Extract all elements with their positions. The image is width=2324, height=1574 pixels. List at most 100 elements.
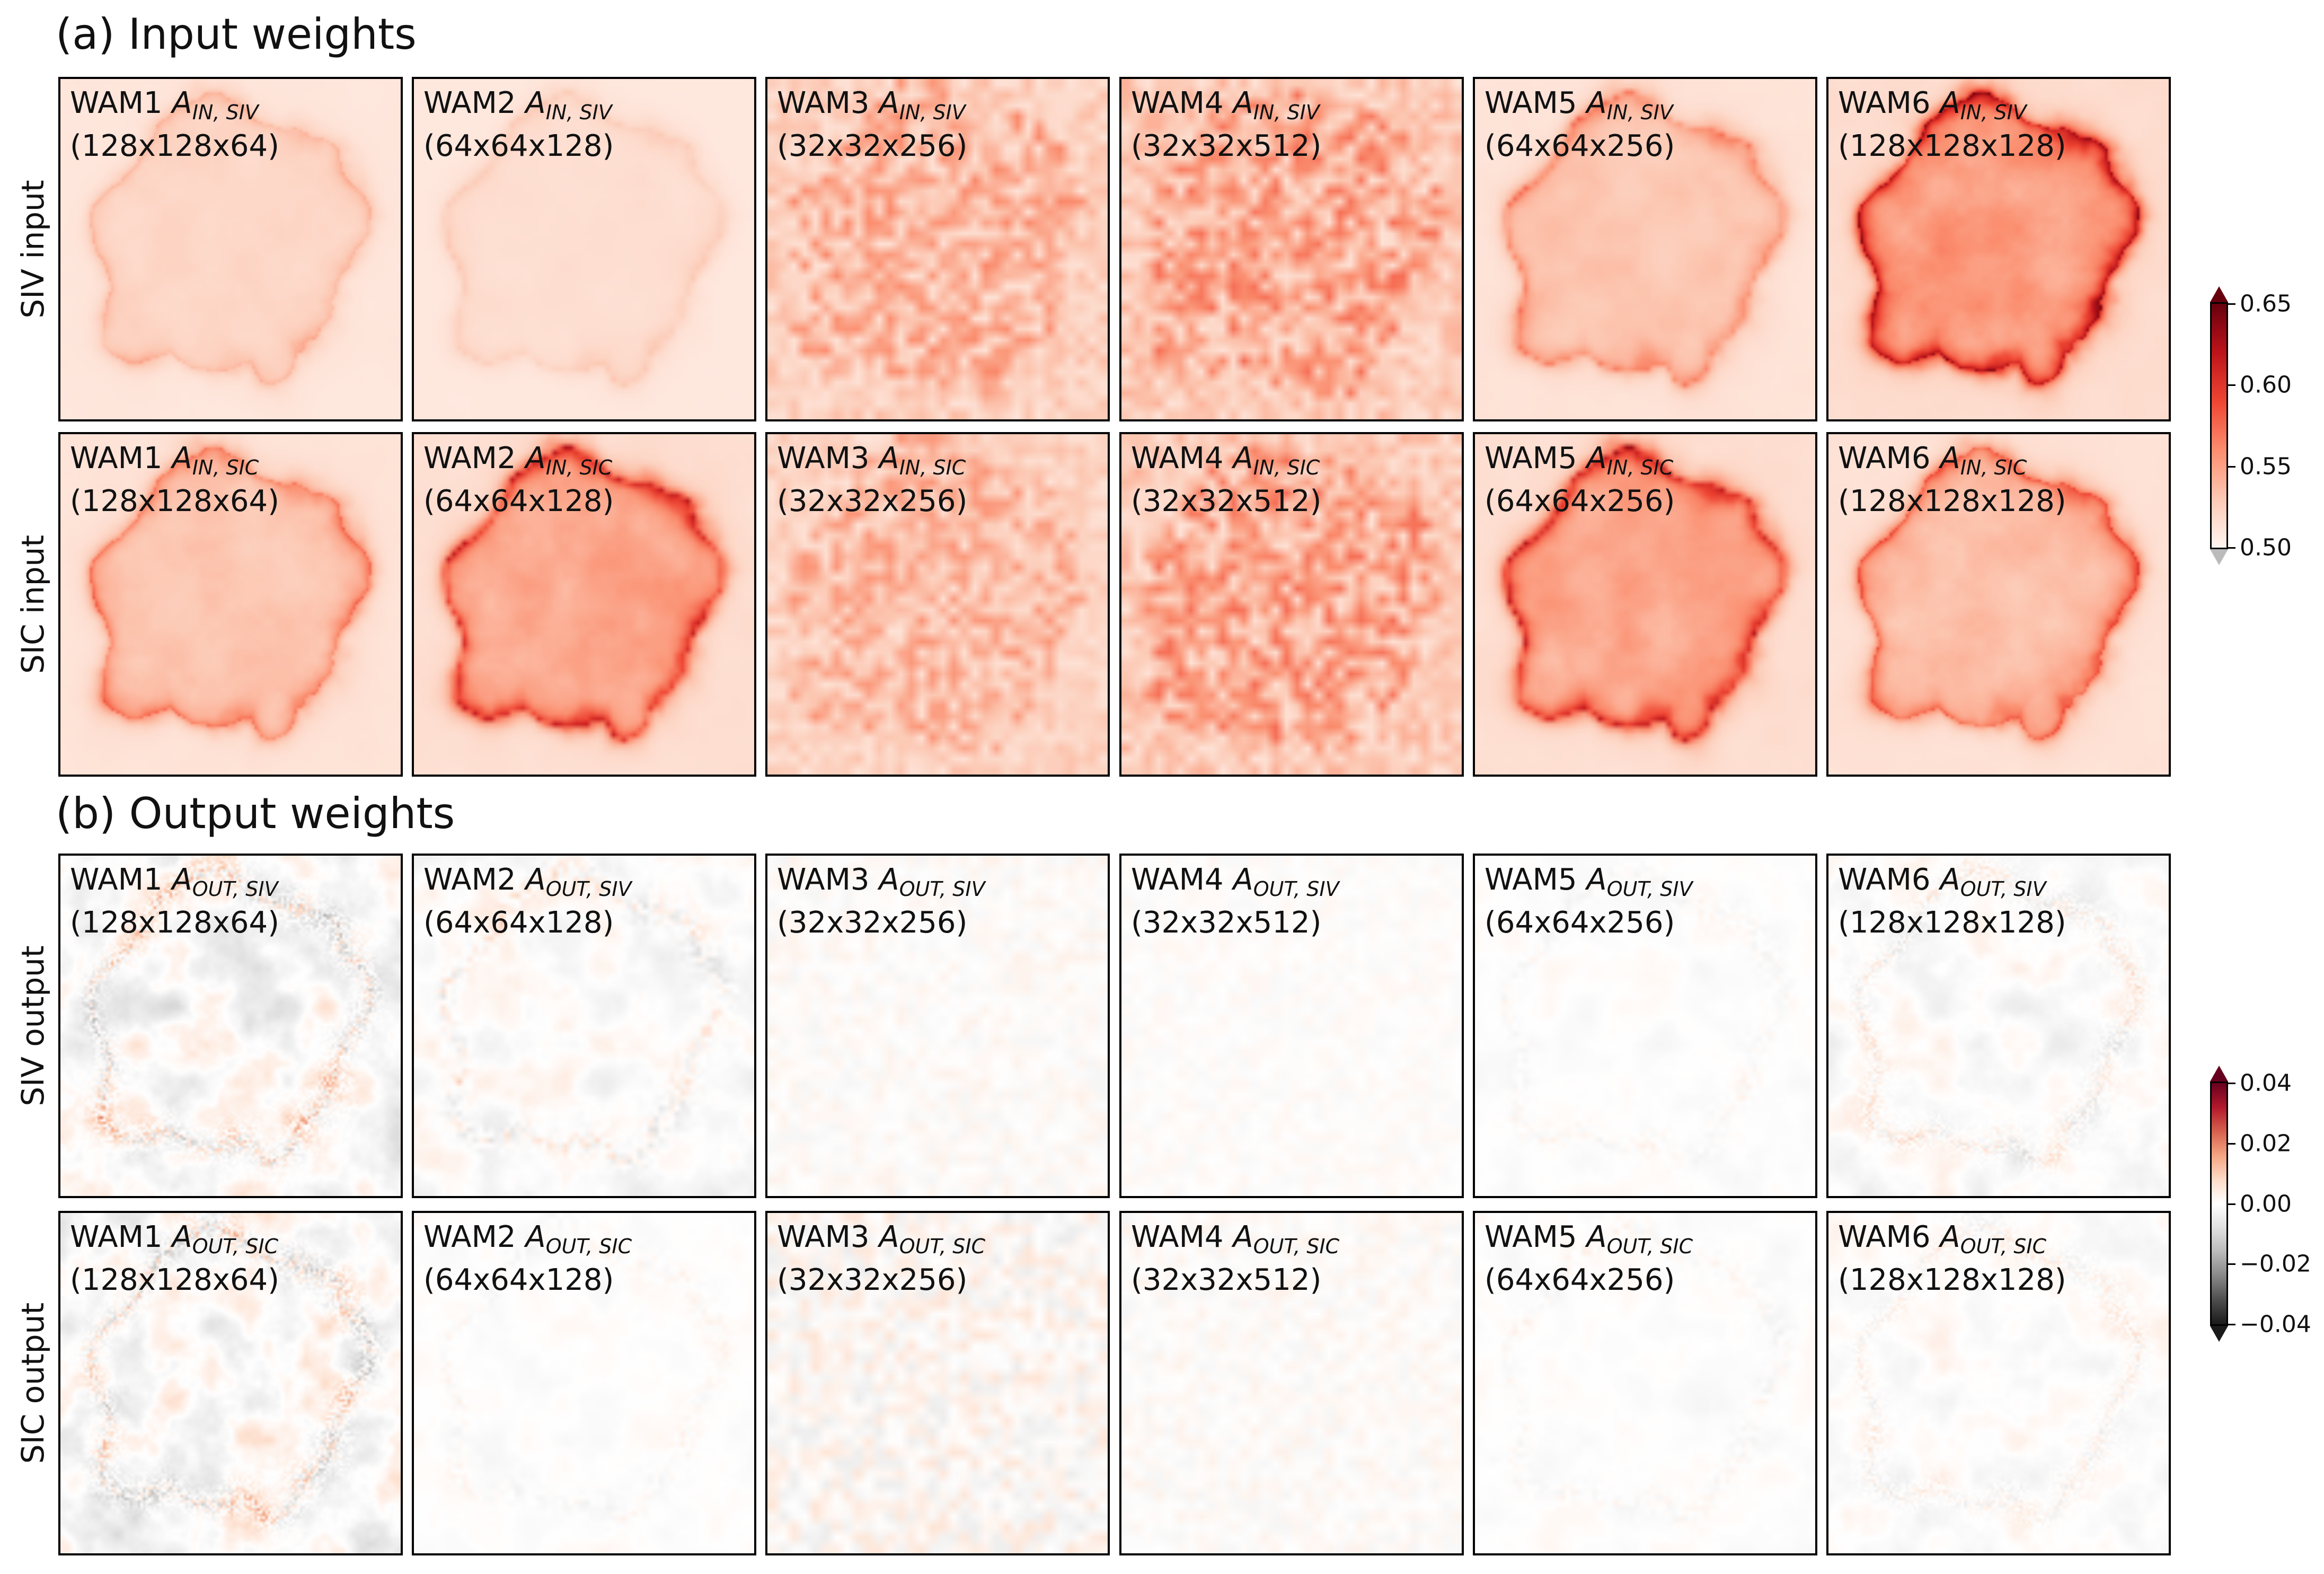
panel-title: WAM3 AOUT, SIC (32x32x256): [777, 1220, 985, 1297]
heatmap-cells: [60, 1213, 401, 1553]
heatmap-cells: [767, 434, 1108, 775]
module-shape: (32x32x512): [1131, 1263, 1322, 1297]
weight-subscript: OUT, SIV: [192, 877, 278, 901]
module-name: WAM6: [1838, 863, 1940, 897]
weight-symbol: A: [172, 1220, 192, 1254]
heatmap-cells: [414, 434, 754, 775]
module-shape: (64x64x256): [1484, 129, 1675, 163]
module-shape: (128x128x128): [1838, 905, 2066, 940]
module-shape: (128x128x64): [70, 905, 280, 940]
module-name: WAM5: [1484, 1220, 1587, 1254]
weight-subscript: IN, SIV: [545, 101, 612, 124]
weight-subscript: IN, SIV: [1253, 101, 1320, 124]
colorbar-output: [2210, 1081, 2228, 1326]
panel-title: WAM3 AIN, SIC (32x32x256): [777, 442, 967, 518]
heatmap-cells: [60, 79, 401, 419]
heatmap-panel-wam1-out-siv: WAM1 AOUT, SIV (128x128x64): [58, 854, 403, 1198]
panel-title: WAM4 AOUT, SIV (32x32x512): [1131, 863, 1339, 940]
heatmap-panel-wam1-in-siv: WAM1 AIN, SIV (128x128x64): [58, 77, 403, 421]
colorbar-tick: [2228, 303, 2235, 305]
section-title-input: (a) Input weights: [56, 10, 417, 59]
weight-subscript: IN, SIV: [1960, 101, 2027, 124]
heatmap-panel-wam5-in-siv: WAM5 AIN, SIV (64x64x256): [1473, 77, 1817, 421]
weight-subscript: OUT, SIC: [899, 1235, 986, 1258]
weight-subscript: OUT, SIV: [899, 877, 985, 901]
heatmap-cells: [1475, 1213, 1815, 1553]
module-name: WAM5: [1484, 441, 1587, 476]
heatmap-panel-wam1-out-sic: WAM1 AOUT, SIC (128x128x64): [58, 1211, 403, 1555]
heatmap-cells: [414, 1213, 754, 1553]
module-shape: (128x128x64): [70, 484, 280, 518]
module-name: WAM4: [1131, 86, 1233, 120]
heatmap-cells: [1121, 856, 1462, 1196]
panel-title: WAM2 AIN, SIC (64x64x128): [423, 442, 614, 518]
panel-title: WAM2 AIN, SIV (64x64x128): [423, 86, 614, 163]
weight-symbol: A: [1233, 863, 1253, 897]
heatmap-panel-wam2-out-sic: WAM2 AOUT, SIC (64x64x128): [412, 1211, 756, 1555]
module-shape: (32x32x512): [1131, 129, 1322, 163]
colorbar-tick-label: 0.04: [2240, 1069, 2292, 1097]
module-name: WAM1: [70, 1220, 172, 1254]
heatmap-panel-wam3-in-sic: WAM3 AIN, SIC (32x32x256): [765, 432, 1110, 777]
heatmap-panel-wam2-in-siv: WAM2 AIN, SIV (64x64x128): [412, 77, 756, 421]
panel-title: WAM3 AOUT, SIV (32x32x256): [777, 863, 985, 940]
weight-symbol: A: [1586, 863, 1607, 897]
colorbar-extend-min: [2210, 549, 2228, 565]
module-name: WAM4: [1131, 1220, 1233, 1254]
panel-title: WAM4 AIN, SIV (32x32x512): [1131, 86, 1321, 163]
heatmap-cells: [1828, 434, 2169, 775]
colorbar-tick: [2228, 384, 2235, 386]
module-name: WAM3: [777, 441, 879, 476]
panel-title: WAM5 AIN, SIV (64x64x256): [1484, 86, 1675, 163]
weight-subscript: IN, SIV: [899, 101, 966, 124]
row-label-siv-input: SIV input: [15, 180, 51, 319]
row-label-sic-input: SIC input: [15, 534, 51, 674]
weight-symbol: A: [525, 863, 546, 897]
module-name: WAM1: [70, 86, 172, 120]
colorbar-tick: [2228, 1083, 2235, 1084]
heatmap-cells: [1475, 79, 1815, 419]
heatmap-panel-wam6-in-sic: WAM6 AIN, SIC (128x128x128): [1826, 432, 2171, 777]
panel-title: WAM1 AIN, SIC (128x128x64): [70, 442, 279, 518]
weight-symbol: A: [1940, 86, 1960, 120]
colorbar-tick-label: −0.04: [2240, 1311, 2311, 1338]
colorbar-tick: [2228, 547, 2235, 549]
weight-subscript: OUT, SIC: [1606, 1235, 1693, 1258]
heatmap-panel-wam3-out-siv: WAM3 AOUT, SIV (32x32x256): [765, 854, 1110, 1198]
panel-title: WAM4 AIN, SIC (32x32x512): [1131, 442, 1321, 518]
module-shape: (32x32x256): [777, 129, 968, 163]
heatmap-cells: [1121, 79, 1462, 419]
module-shape: (32x32x256): [777, 1263, 968, 1297]
module-shape: (64x64x128): [423, 1263, 614, 1297]
weight-subscript: OUT, SIC: [192, 1235, 279, 1258]
module-shape: (64x64x256): [1484, 905, 1675, 940]
panel-title: WAM5 AOUT, SIV (64x64x256): [1484, 863, 1693, 940]
colorbar-tick: [2228, 1324, 2235, 1325]
heatmap-panel-wam4-in-sic: WAM4 AIN, SIC (32x32x512): [1119, 432, 1464, 777]
panel-title: WAM4 AOUT, SIC (32x32x512): [1131, 1220, 1339, 1297]
module-name: WAM5: [1484, 86, 1587, 120]
colorbar-extend-max: [2210, 1066, 2228, 1081]
weight-symbol: A: [1940, 441, 1960, 476]
weight-subscript: OUT, SIC: [545, 1235, 632, 1258]
module-name: WAM1: [70, 863, 172, 897]
heatmap-panel-wam5-out-siv: WAM5 AOUT, SIV (64x64x256): [1473, 854, 1817, 1198]
colorbar-tick: [2228, 1142, 2235, 1145]
module-shape: (64x64x128): [423, 484, 614, 518]
weight-subscript: OUT, SIC: [1253, 1235, 1340, 1258]
weight-symbol: A: [1233, 86, 1253, 120]
module-name: WAM1: [70, 441, 172, 476]
module-name: WAM5: [1484, 863, 1587, 897]
panel-title: WAM6 AIN, SIC (128x128x128): [1838, 442, 2066, 518]
panel-title: WAM2 AOUT, SIV (64x64x128): [423, 863, 632, 940]
module-shape: (32x32x512): [1131, 905, 1322, 940]
module-shape: (128x128x64): [70, 129, 280, 163]
heatmap-panel-wam6-in-siv: WAM6 AIN, SIV (128x128x128): [1826, 77, 2171, 421]
weight-subscript: IN, SIC: [1606, 456, 1674, 479]
module-shape: (128x128x64): [70, 1263, 280, 1297]
heatmap-cells: [1828, 1213, 2169, 1553]
module-name: WAM4: [1131, 863, 1233, 897]
module-name: WAM2: [423, 86, 526, 120]
weight-subscript: OUT, SIV: [545, 877, 632, 901]
module-name: WAM3: [777, 86, 879, 120]
